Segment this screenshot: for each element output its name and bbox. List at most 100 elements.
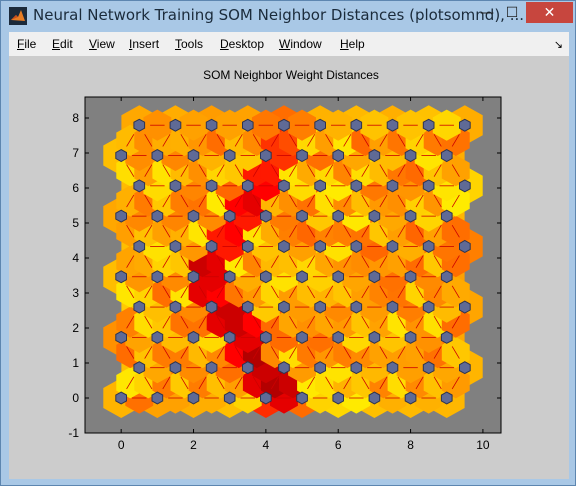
neuron-marker <box>386 239 399 253</box>
neuron-marker <box>187 330 200 344</box>
neuron-marker <box>422 361 435 375</box>
neighbor-link <box>379 285 388 299</box>
neighbor-link <box>270 225 279 238</box>
neuron-marker <box>386 118 399 132</box>
neighbor-link <box>415 255 424 268</box>
neighbor-link <box>433 285 442 299</box>
neuron-marker <box>187 391 200 405</box>
neighbor-link <box>180 315 189 329</box>
neighbor-link <box>144 346 153 359</box>
menu-help[interactable]: Help <box>340 37 365 51</box>
neighbor-link <box>198 346 207 359</box>
neighbor-link <box>198 376 207 390</box>
neighbor-link <box>325 346 334 359</box>
neighbor-link <box>180 225 189 238</box>
neighbor-link <box>289 315 297 329</box>
neighbor-link <box>325 194 334 208</box>
neighbor-link <box>252 194 261 208</box>
neighbor-link <box>379 346 388 359</box>
neighbor-link <box>433 225 442 238</box>
neuron-marker <box>278 300 290 314</box>
neighbor-link <box>126 134 135 147</box>
neighbor-link <box>162 376 171 390</box>
neighbor-link <box>234 194 243 208</box>
neighbor-link <box>325 376 334 390</box>
neighbor-link <box>289 164 297 177</box>
neuron-marker <box>115 391 127 405</box>
neighbor-link <box>198 315 207 329</box>
neighbor-link <box>289 346 297 359</box>
title-bar[interactable]: Neural Network Training SOM Neighbor Dis… <box>1 1 575 31</box>
neighbor-link <box>234 225 243 238</box>
neuron-marker <box>368 391 381 405</box>
neighbor-link <box>162 194 171 208</box>
neighbor-link <box>343 285 352 299</box>
neighbor-link <box>289 285 297 299</box>
neighbor-link <box>234 346 243 359</box>
neighbor-link <box>325 285 334 299</box>
neighbor-link <box>216 134 225 147</box>
neighbor-link <box>252 164 261 177</box>
neighbor-link <box>162 346 171 359</box>
menu-window[interactable]: Window <box>279 37 322 51</box>
menu-tools[interactable]: Tools <box>175 37 204 51</box>
menu-edit[interactable]: Edit <box>52 37 73 51</box>
neighbor-link <box>397 315 406 329</box>
menu-insert[interactable]: Insert <box>129 37 160 51</box>
neighbor-link <box>307 164 316 177</box>
neuron-marker <box>314 361 326 375</box>
neuron-marker <box>205 118 218 132</box>
neuron-marker <box>368 270 381 284</box>
chart-title: SOM Neighbor Weight Distances <box>203 68 379 82</box>
neighbor-link <box>343 376 352 390</box>
neighbor-link <box>126 376 135 390</box>
neuron-marker <box>205 300 218 314</box>
neuron-marker <box>459 239 471 253</box>
neighbor-link <box>252 225 261 238</box>
neighbor-link <box>397 255 406 268</box>
neighbor-link <box>216 376 225 390</box>
neighbor-link <box>397 194 406 208</box>
neuron-marker <box>223 391 236 405</box>
minimize-button[interactable]: — <box>480 4 494 21</box>
neighbor-link <box>252 346 261 359</box>
menu-file[interactable]: File <box>17 37 37 51</box>
dock-arrow-icon[interactable]: ↘ <box>553 38 563 51</box>
neuron-marker <box>187 149 200 163</box>
neighbor-link <box>307 376 316 390</box>
neighbor-link <box>270 376 279 390</box>
neuron-marker <box>404 149 417 163</box>
neuron-marker <box>260 270 272 284</box>
neighbor-link <box>270 346 279 359</box>
neuron-marker <box>151 330 164 344</box>
maximize-button[interactable]: ☐ <box>505 4 519 21</box>
neighbor-link <box>162 285 171 299</box>
neighbor-link <box>144 194 153 208</box>
x-tick-label: 10 <box>476 438 490 452</box>
neighbor-link <box>307 315 316 329</box>
neighbor-link <box>307 194 316 208</box>
neighbor-link <box>325 255 334 268</box>
menu-view[interactable]: View <box>89 37 115 51</box>
menu-desktop[interactable]: Desktop <box>220 37 265 51</box>
neighbor-link <box>234 164 243 177</box>
neuron-marker <box>260 149 272 163</box>
neighbor-link <box>415 134 424 147</box>
neighbor-link <box>180 134 189 147</box>
neuron-marker <box>332 209 344 223</box>
neighbor-link <box>126 346 135 359</box>
neuron-marker <box>440 149 453 163</box>
close-button[interactable]: ✕ <box>526 2 573 23</box>
neighbor-link <box>451 376 460 390</box>
neighbor-link <box>415 164 424 177</box>
neighbor-link <box>451 346 460 359</box>
neuron-marker <box>332 330 344 344</box>
neuron-marker <box>368 209 381 223</box>
neuron-marker <box>169 179 182 193</box>
neighbor-link <box>234 134 243 147</box>
neighbor-link <box>325 315 334 329</box>
neighbor-link <box>415 315 424 329</box>
neuron-marker <box>260 391 272 405</box>
neighbor-link <box>180 285 189 299</box>
neuron-marker <box>404 391 417 405</box>
